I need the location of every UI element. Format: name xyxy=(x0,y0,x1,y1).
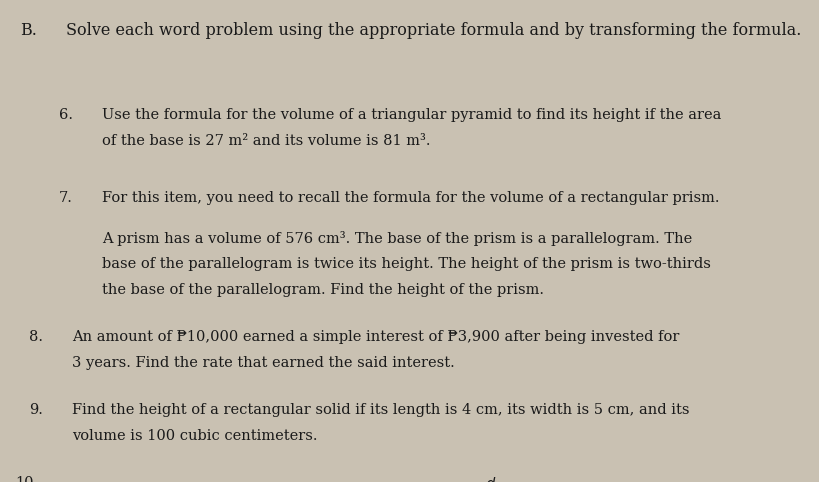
Text: 7.: 7. xyxy=(59,191,73,205)
Text: Solve each word problem using the appropriate formula and by transforming the fo: Solve each word problem using the approp… xyxy=(66,22,800,39)
Text: 6.: 6. xyxy=(59,107,73,121)
Text: B.: B. xyxy=(20,22,38,39)
Text: The formula to find the speed of a moving object is  $s = \dfrac{d}{t}$,  where : The formula to find the speed of a movin… xyxy=(72,476,670,482)
Text: volume is 100 cubic centimeters.: volume is 100 cubic centimeters. xyxy=(72,429,317,443)
Text: base of the parallelogram is twice its height. The height of the prism is two-th: base of the parallelogram is twice its h… xyxy=(102,257,711,271)
Text: the base of the parallelogram. Find the height of the prism.: the base of the parallelogram. Find the … xyxy=(102,283,544,297)
Text: An amount of ₱10,000 earned a simple interest of ₱3,900 after being invested for: An amount of ₱10,000 earned a simple int… xyxy=(72,330,679,344)
Text: Use the formula for the volume of a triangular pyramid to find its height if the: Use the formula for the volume of a tria… xyxy=(102,107,721,121)
Text: 8.: 8. xyxy=(29,330,43,344)
Text: 9.: 9. xyxy=(29,403,43,417)
Text: Find the height of a rectangular solid if its length is 4 cm, its width is 5 cm,: Find the height of a rectangular solid i… xyxy=(72,403,689,417)
Text: For this item, you need to recall the formula for the volume of a rectangular pr: For this item, you need to recall the fo… xyxy=(102,191,719,205)
Text: A prism has a volume of 576 cm³. The base of the prism is a parallelogram. The: A prism has a volume of 576 cm³. The bas… xyxy=(102,231,692,246)
Text: 10.: 10. xyxy=(15,476,38,482)
Text: 3 years. Find the rate that earned the said interest.: 3 years. Find the rate that earned the s… xyxy=(72,356,455,370)
Text: of the base is 27 m² and its volume is 81 m³.: of the base is 27 m² and its volume is 8… xyxy=(102,134,431,147)
